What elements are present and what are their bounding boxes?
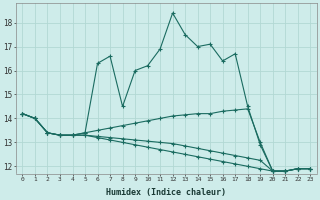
X-axis label: Humidex (Indice chaleur): Humidex (Indice chaleur) <box>106 188 226 197</box>
